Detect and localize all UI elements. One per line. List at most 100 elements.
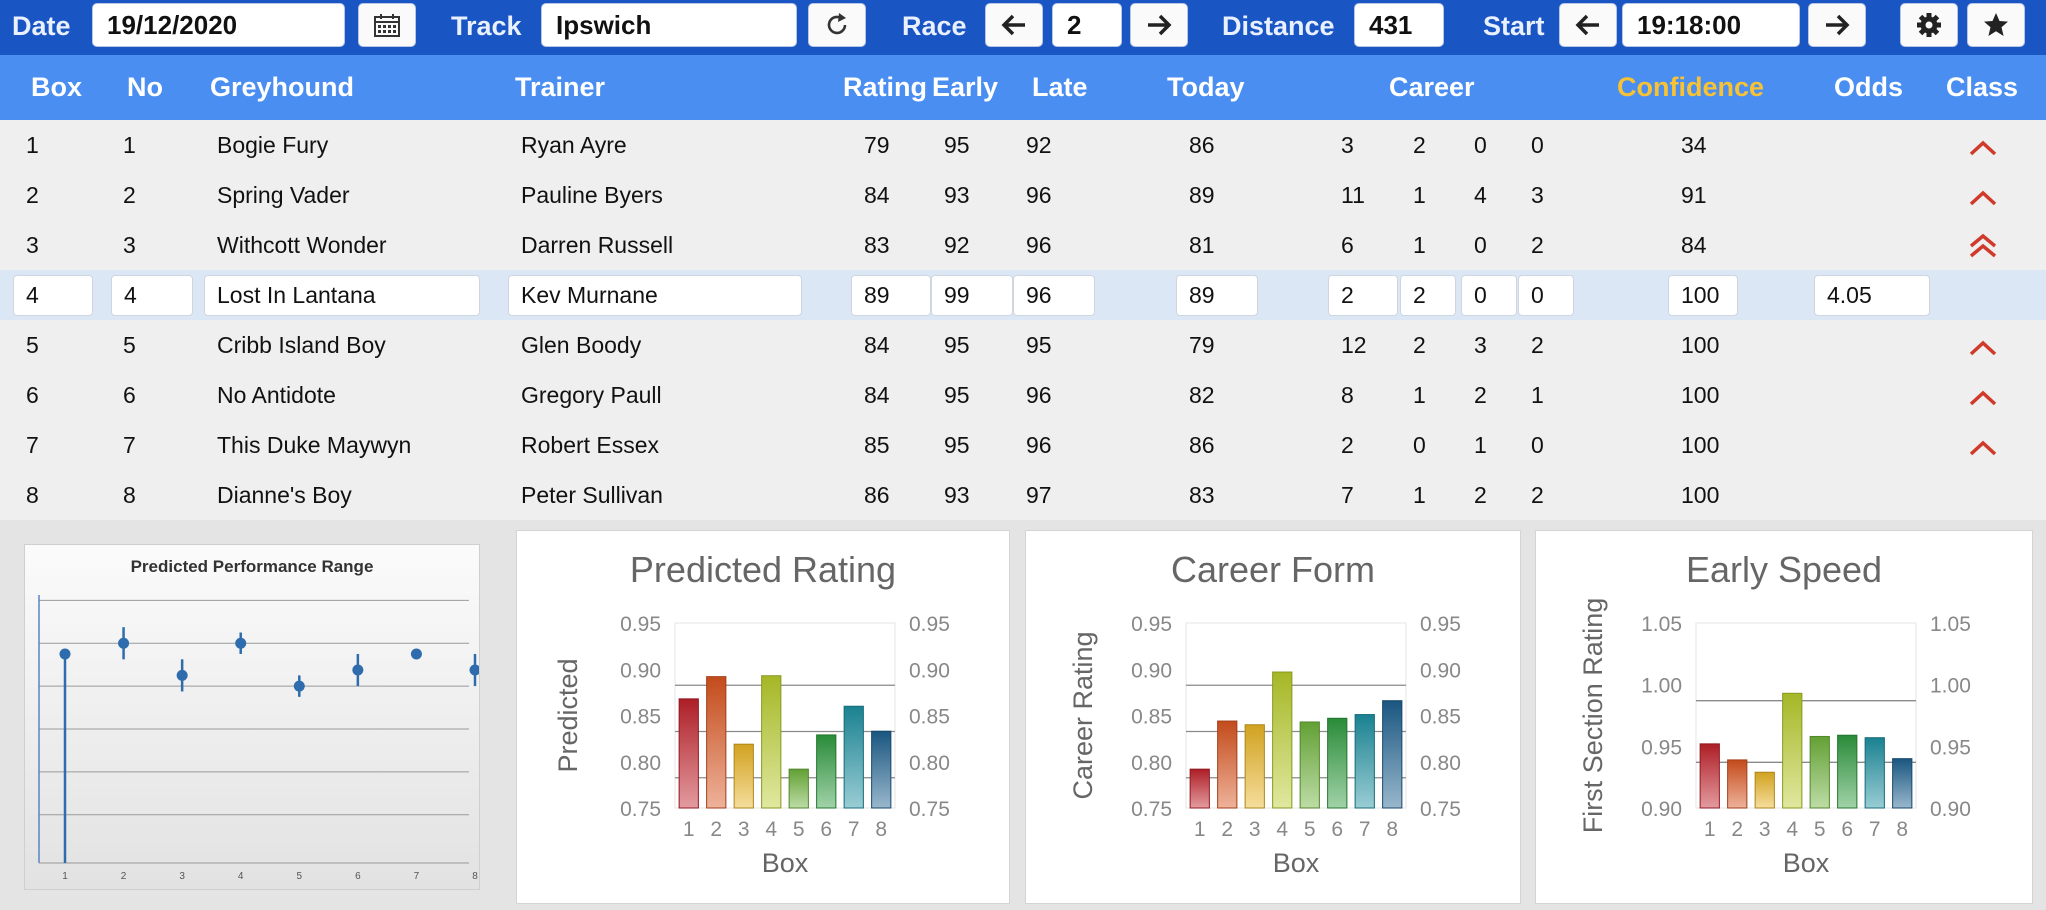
confidence-input[interactable] <box>1668 275 1738 316</box>
rating-input[interactable] <box>851 275 931 316</box>
cell-career-starts: 12 <box>1341 332 1367 358</box>
cell-early: 95 <box>944 382 970 408</box>
race-input[interactable] <box>1052 3 1122 47</box>
data-point <box>118 637 130 649</box>
cell-box: 6 <box>26 382 39 408</box>
table-row[interactable]: 2 2 Spring Vader Pauline Byers 84 93 96 … <box>0 170 2046 220</box>
header-career[interactable]: Career <box>1389 72 1475 102</box>
header-confidence[interactable]: Confidence <box>1617 72 1765 102</box>
table-row[interactable]: 3 3 Withcott Wonder Darren Russell 83 92… <box>0 220 2046 270</box>
cell-early: 93 <box>944 182 970 208</box>
y2-tick-label: 1.05 <box>1930 613 1971 636</box>
race-prev-button[interactable] <box>985 3 1043 47</box>
cell-career-seconds: 0 <box>1474 132 1487 158</box>
header-trainer[interactable]: Trainer <box>515 72 606 102</box>
cell-career-starts: 2 <box>1341 432 1354 458</box>
runners-table: 1 1 Bogie Fury Ryan Ayre 79 95 92 86 3 2… <box>0 120 2046 520</box>
cell-rating: 84 <box>864 332 890 358</box>
cell-trainer: Darren Russell <box>521 232 674 258</box>
cell-early: 93 <box>944 482 970 508</box>
header-rating[interactable]: Rating <box>843 72 927 102</box>
header-box[interactable]: Box <box>31 72 83 102</box>
distance-label: Distance <box>1222 11 1335 41</box>
cell-today: 86 <box>1189 432 1215 458</box>
header-early[interactable]: Early <box>932 72 999 102</box>
arrow-left-icon <box>1001 14 1025 36</box>
x-tick-label: 3 <box>179 871 185 882</box>
cell-career-starts: 8 <box>1341 382 1354 408</box>
table-row[interactable]: 5 5 Cribb Island Boy Glen Boody 84 95 95… <box>0 320 2046 370</box>
predicted-rating-chart: 0.75 0.75 0.80 0.80 0.85 0.85 0.90 0.90 0.95 0.95… <box>553 613 950 878</box>
career-form-title: Career Form <box>1170 549 1376 590</box>
race-next-button[interactable] <box>1130 3 1188 47</box>
bar <box>1892 758 1913 809</box>
settings-button[interactable] <box>1900 3 1958 47</box>
data-point <box>235 637 247 649</box>
cell-today: 83 <box>1189 482 1215 508</box>
x-tick-label: 4 <box>1786 818 1798 841</box>
x-tick-label: 1 <box>1194 818 1206 841</box>
y-tick-label: 1.05 <box>1641 613 1682 636</box>
cell-career-wins: 0 <box>1413 432 1426 458</box>
x-tick-label: 2 <box>1731 818 1743 841</box>
cell-greyhound: Spring Vader <box>217 182 350 208</box>
career-form-chart: 0.75 0.75 0.80 0.80 0.85 0.85 0.90 0.90 0.95 0.95… <box>1068 613 1461 878</box>
bar <box>1272 671 1293 809</box>
greyhound-input[interactable] <box>204 275 480 316</box>
table-row-selected[interactable] <box>0 270 2046 320</box>
cell-greyhound: Dianne's Boy <box>217 482 352 508</box>
refresh-button[interactable] <box>808 3 866 47</box>
cell-career-wins: 2 <box>1413 132 1426 158</box>
header-no[interactable]: No <box>127 72 163 102</box>
cell-no: 7 <box>123 432 136 458</box>
y2-tick-label: 0.90 <box>1420 659 1461 682</box>
cell-confidence: 100 <box>1681 432 1720 458</box>
today-input[interactable] <box>1176 275 1258 316</box>
career-seconds-input[interactable] <box>1461 275 1517 316</box>
y-tick-label: 0.95 <box>620 613 661 636</box>
odds-input[interactable] <box>1814 275 1930 316</box>
y-tick-label: 0.85 <box>1131 706 1172 729</box>
date-input[interactable] <box>92 3 345 47</box>
cell-late: 96 <box>1026 232 1052 258</box>
y2-tick-label: 0.80 <box>1420 752 1461 775</box>
early-input[interactable] <box>931 275 1013 316</box>
start-time-input[interactable] <box>1622 3 1800 47</box>
favorite-button[interactable] <box>1967 3 2025 47</box>
table-row[interactable]: 6 6 No Antidote Gregory Paull 84 95 96 8… <box>0 370 2046 420</box>
header-today[interactable]: Today <box>1167 72 1245 102</box>
cell-early: 95 <box>944 132 970 158</box>
start-next-button[interactable] <box>1808 3 1866 47</box>
cell-trainer: Gregory Paull <box>521 382 662 408</box>
cell-today: 79 <box>1189 332 1215 358</box>
cell-late: 95 <box>1026 332 1052 358</box>
no-input[interactable] <box>111 275 193 316</box>
arrow-right-icon <box>1148 14 1172 36</box>
cell-career-seconds: 2 <box>1474 482 1487 508</box>
header-greyhound[interactable]: Greyhound <box>210 72 355 102</box>
box-input[interactable] <box>13 275 93 316</box>
table-row[interactable]: 1 1 Bogie Fury Ryan Ayre 79 95 92 86 3 2… <box>0 120 2046 170</box>
track-input[interactable] <box>541 3 797 47</box>
start-prev-button[interactable] <box>1559 3 1617 47</box>
career-thirds-input[interactable] <box>1518 275 1574 316</box>
table-row[interactable]: 7 7 This Duke Maywyn Robert Essex 85 95 … <box>0 420 2046 470</box>
header-odds[interactable]: Odds <box>1834 72 1904 102</box>
y-tick-label: 1.00 <box>1641 675 1682 698</box>
header-class[interactable]: Class <box>1946 72 2019 102</box>
star-icon <box>1984 13 2008 36</box>
trainer-input[interactable] <box>508 275 802 316</box>
career-wins-input[interactable] <box>1400 275 1456 316</box>
calendar-icon <box>374 14 400 37</box>
cell-no: 8 <box>123 482 136 508</box>
x-tick-label: 7 <box>1869 818 1881 841</box>
table-row[interactable]: 8 8 Dianne's Boy Peter Sullivan 86 93 97… <box>0 470 2046 520</box>
cell-no: 5 <box>123 332 136 358</box>
header-late[interactable]: Late <box>1032 72 1088 102</box>
calendar-button[interactable] <box>358 3 416 47</box>
bar <box>678 698 699 809</box>
career-starts-input[interactable] <box>1328 275 1398 316</box>
late-input[interactable] <box>1013 275 1095 316</box>
distance-input[interactable] <box>1354 3 1444 47</box>
chevron-up-icon <box>1969 340 1997 356</box>
